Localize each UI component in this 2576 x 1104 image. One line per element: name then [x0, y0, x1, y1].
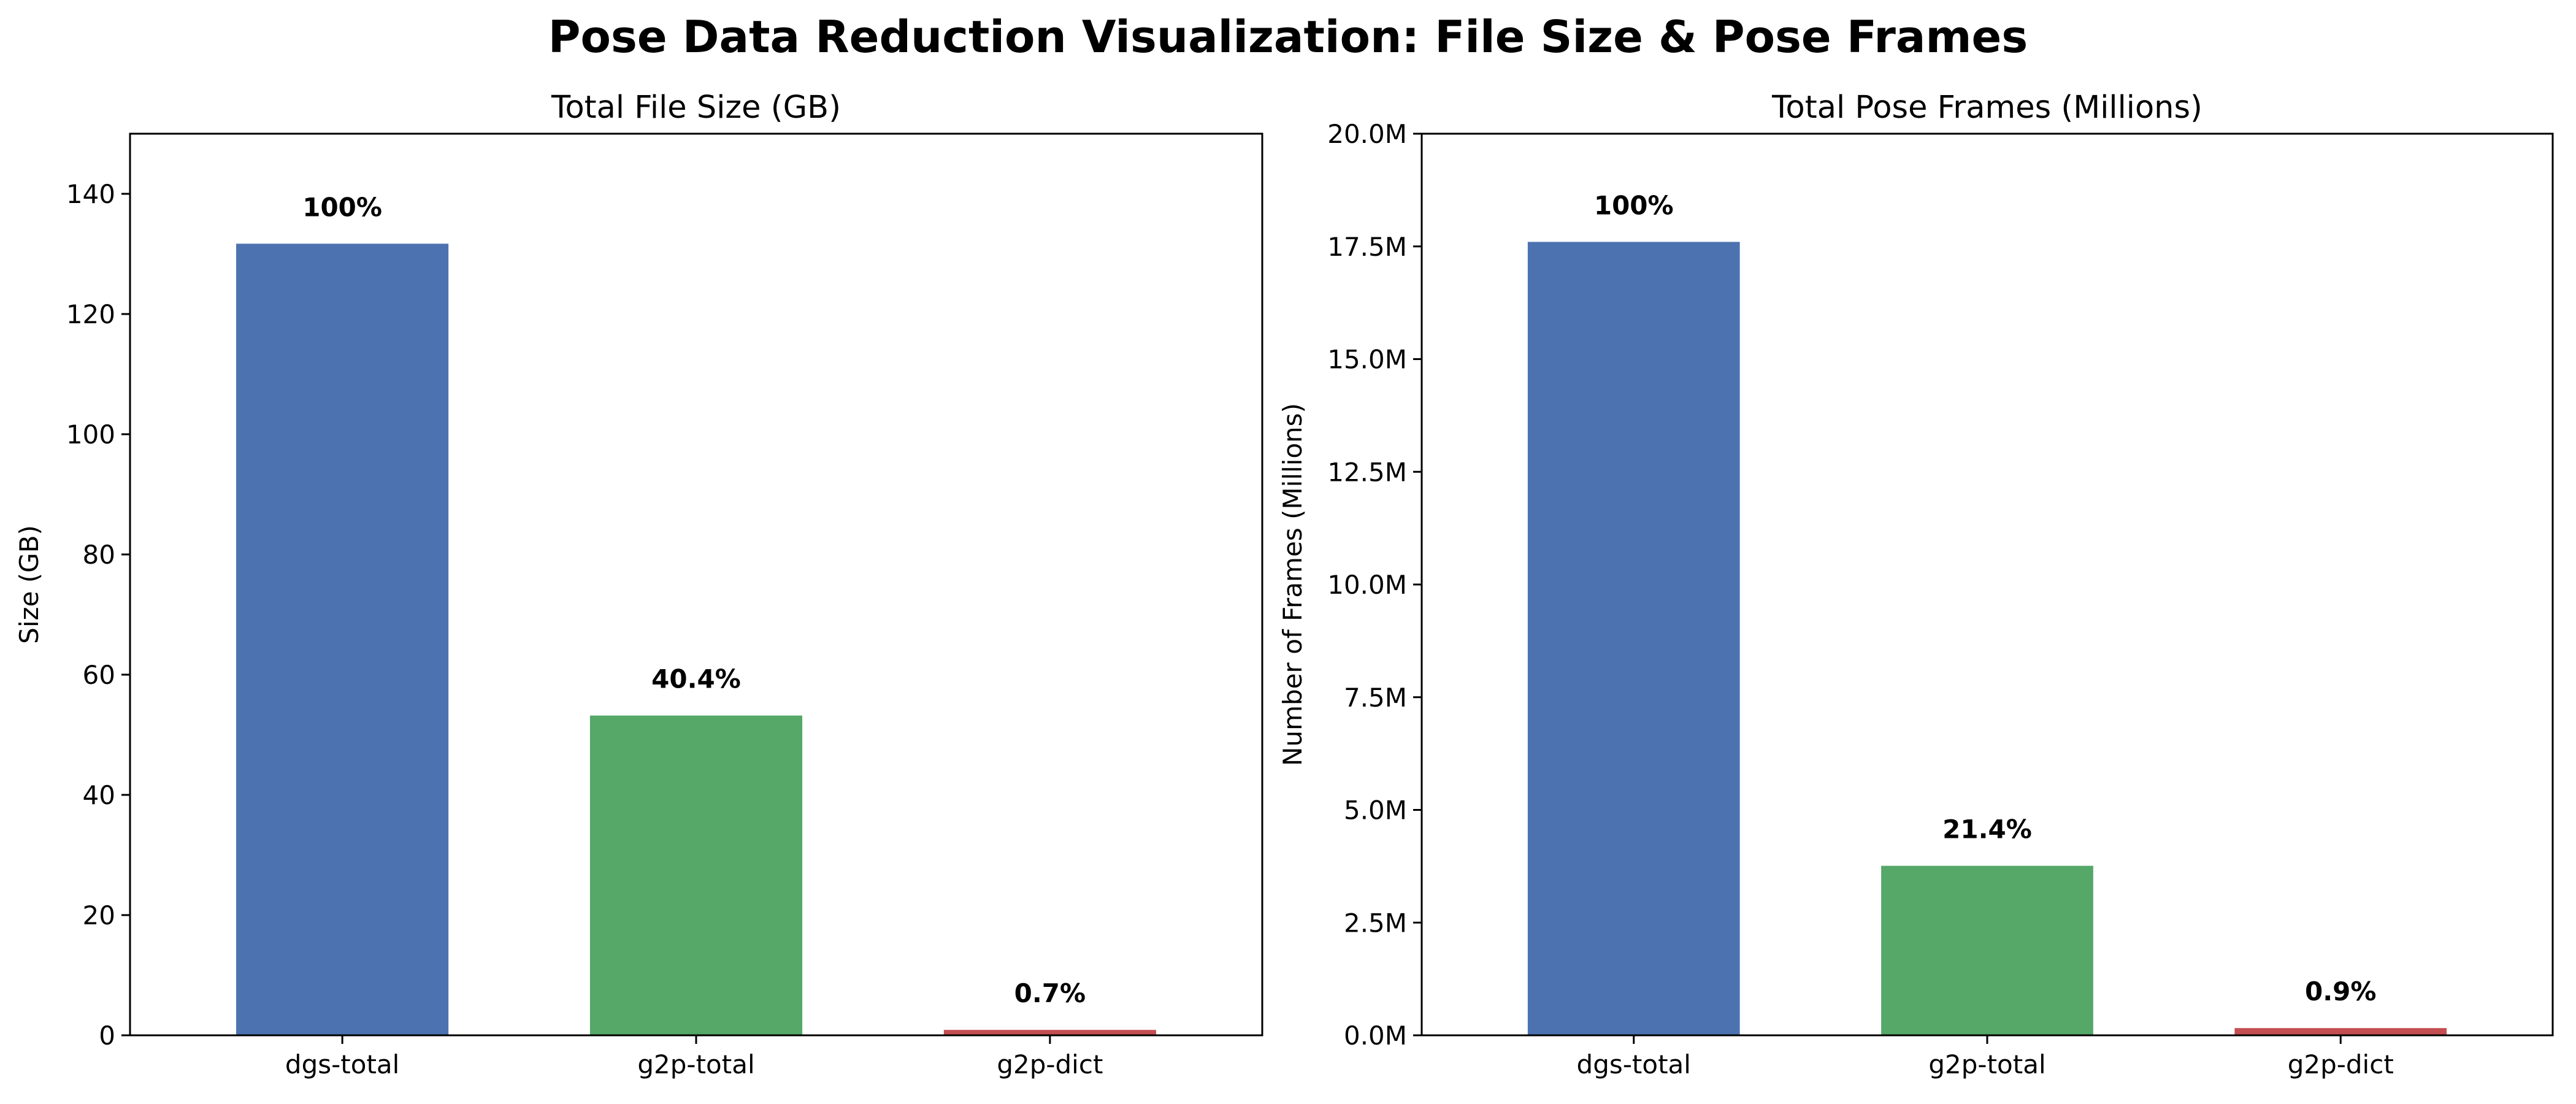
panel-title: Total File Size (GB)	[551, 90, 841, 126]
y-axis-label: Number of Frames (Millions)	[1278, 403, 1308, 766]
y-tick-label: 2.5M	[1344, 908, 1407, 938]
y-tick-label: 5.0M	[1344, 795, 1407, 826]
x-tick-label: g2p-total	[637, 1049, 754, 1079]
y-tick-label: 140	[66, 179, 115, 209]
bar-g2p-dict	[943, 1030, 1156, 1035]
y-tick-label: 10.0M	[1327, 570, 1407, 600]
y-tick-label: 17.5M	[1327, 232, 1407, 262]
bar-data-label: 0.9%	[2305, 976, 2376, 1006]
y-tick-label: 40	[83, 780, 115, 810]
pose-frames-panel: Total Pose Frames (Millions) 100% 21.4% 0.9…	[1278, 90, 2554, 1079]
y-tick-label: 120	[66, 299, 115, 329]
x-tick-label: g2p-dict	[2288, 1049, 2394, 1079]
y-tick-label: 15.0M	[1327, 345, 1407, 375]
bar-data-label: 100%	[1594, 190, 1674, 220]
y-tick-label: 12.5M	[1327, 457, 1407, 487]
bar-data-label: 40.4%	[651, 664, 741, 694]
x-tick-label: dgs-total	[1577, 1049, 1691, 1079]
bar-data-label: 0.7%	[1014, 978, 1086, 1008]
y-tick-label: 0.0M	[1344, 1021, 1407, 1051]
y-tick-label: 60	[83, 660, 115, 690]
y-axis-label: Size (GB)	[14, 525, 44, 644]
y-tick-label: 7.5M	[1344, 683, 1407, 713]
bar-g2p-total	[589, 715, 803, 1035]
bar-g2p-total	[1881, 865, 2093, 1035]
x-tick-label: g2p-total	[1928, 1049, 2045, 1079]
y-tick-label: 20.0M	[1327, 119, 1407, 149]
bar-g2p-dict	[2234, 1028, 2447, 1035]
figure-title: Pose Data Reduction Visualization: File …	[548, 11, 2028, 63]
bar-dgs-total	[1527, 242, 1740, 1035]
x-tick-label: dgs-total	[285, 1049, 399, 1079]
y-tick-label: 20	[83, 900, 115, 930]
y-tick-label: 100	[66, 420, 115, 450]
y-tick-label: 0	[99, 1021, 115, 1051]
file-size-panel: Total File Size (GB) 100% 40.4% 0.7% 0 20 40 60…	[14, 90, 1263, 1079]
panel-title: Total Pose Frames (Millions)	[1771, 90, 2202, 126]
y-tick-label: 80	[83, 540, 115, 570]
bar-data-label: 100%	[302, 192, 382, 222]
x-tick-label: g2p-dict	[997, 1049, 1103, 1079]
bar-dgs-total	[236, 243, 449, 1036]
bar-data-label: 21.4%	[1942, 815, 2032, 845]
